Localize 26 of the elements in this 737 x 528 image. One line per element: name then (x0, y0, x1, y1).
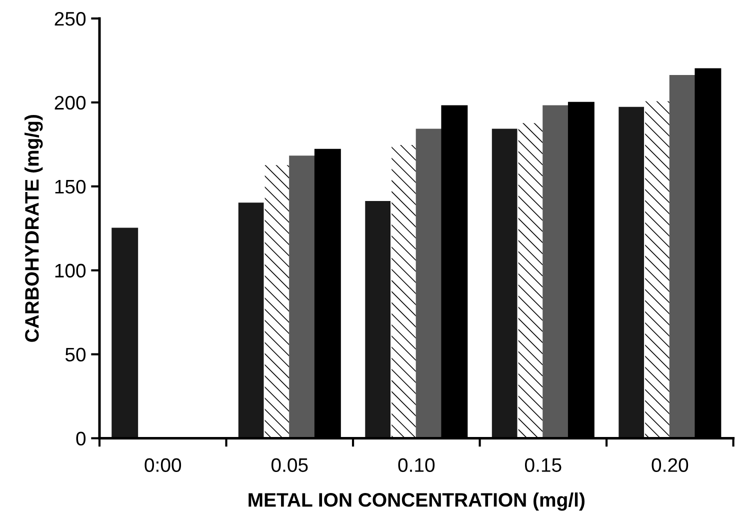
y-tick-label: 250 (54, 12, 86, 26)
y-tick-label: 50 (65, 348, 86, 362)
bar (644, 100, 670, 438)
bar (669, 75, 696, 438)
y-tick-label: 200 (54, 96, 86, 110)
bar (238, 202, 265, 438)
bar (416, 128, 442, 438)
bar (517, 122, 544, 438)
bar (289, 156, 316, 438)
y-tick-label: 100 (55, 264, 86, 278)
bar (390, 144, 417, 438)
x-tick-label: 0.15 (525, 458, 562, 472)
bar (492, 128, 518, 438)
bar (618, 106, 646, 438)
bar (112, 228, 138, 438)
x-tick-label: 0.20 (652, 458, 688, 472)
x-tick-label: 0.05 (271, 458, 308, 472)
x-tick-label: 0:00 (144, 458, 182, 472)
bar (542, 105, 570, 438)
x-tick-label: 0.10 (398, 458, 435, 472)
x-axis-title: METAL ION CONCENTRATION (mg/l) (248, 492, 585, 511)
y-tick-label: 0 (76, 432, 86, 446)
bar (264, 164, 290, 438)
bar (365, 200, 392, 438)
y-axis-title: CARBOHYDRATE (mg/g) (24, 115, 43, 342)
y-tick-label: 150 (55, 180, 86, 194)
